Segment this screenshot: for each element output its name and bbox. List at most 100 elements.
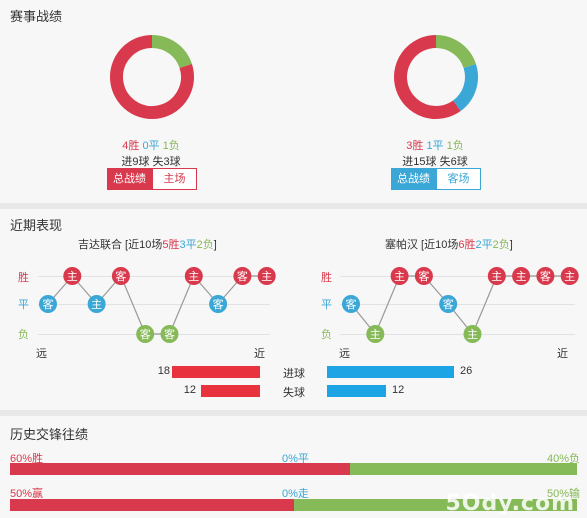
near-label: 近	[254, 348, 265, 360]
section-title: 赛事战绩	[10, 9, 63, 24]
venue-label: 主	[516, 270, 527, 283]
level-label-win: 胜	[18, 272, 29, 284]
tabs-home: 总战绩 主场	[107, 168, 197, 190]
team-name: 吉达联合	[78, 239, 122, 251]
match-result-marker[interactable]: 主	[487, 267, 506, 285]
match-result-marker[interactable]: 主	[184, 267, 203, 285]
marker-circle	[390, 267, 409, 285]
match-result-marker[interactable]: 主	[257, 267, 276, 285]
tab-away-venue[interactable]: 客场	[436, 168, 481, 190]
head-to-head-panel: 历史交锋往绩 60%胜 0%平 40%负 50%赢 0%走 50%输 5Ody.…	[0, 416, 587, 518]
level-label-lose: 负	[18, 329, 29, 341]
venue-label: 客	[418, 269, 429, 283]
venue-label: 客	[443, 297, 454, 311]
match-result-marker[interactable]: 客	[342, 295, 360, 313]
goals-for-home-bar	[172, 366, 260, 378]
donut-chart-home	[110, 35, 194, 119]
goals-against-label: 失球	[283, 387, 305, 399]
tab-home-venue[interactable]: 主场	[152, 168, 197, 190]
form-suffix: ]	[213, 239, 217, 251]
match-result-marker[interactable]: 主	[463, 325, 482, 343]
form-line	[47, 274, 267, 335]
record-line-home: 4胜 0平 1负	[51, 137, 251, 153]
marker-circle	[160, 325, 179, 343]
donut-slice-win	[110, 35, 194, 119]
donut-chart-away	[394, 35, 478, 119]
venue-label: 主	[394, 270, 405, 283]
match-result-marker[interactable]: 客	[160, 325, 179, 343]
marker-circle	[87, 295, 106, 313]
venue-label: 客	[237, 269, 248, 283]
venue-label: 主	[564, 270, 575, 283]
level-label-lose: 负	[321, 329, 332, 341]
goals-for-away: 26	[460, 365, 473, 377]
draw-count: 1平	[426, 140, 444, 152]
venue-label: 客	[115, 269, 126, 283]
form-prefix: [近10场	[122, 239, 163, 251]
venue-label: 客	[164, 327, 175, 341]
tab-total-record[interactable]: 总战绩	[391, 168, 436, 190]
match-result-marker[interactable]: 客	[39, 295, 57, 313]
venue-label: 主	[188, 270, 199, 283]
donut-slice-draw	[452, 64, 478, 111]
match-result-marker[interactable]: 主	[390, 267, 409, 285]
lose-count: 1负	[162, 140, 180, 152]
lose-count: 1负	[446, 140, 464, 152]
form-suffix: ]	[509, 239, 513, 251]
venue-label: 客	[43, 297, 54, 311]
level-label-draw: 平	[321, 299, 332, 311]
goals-for-home: 18	[157, 365, 170, 377]
goals-for-away-bar	[327, 366, 455, 378]
form-losses: 2负	[492, 239, 510, 251]
gridline	[340, 276, 575, 277]
level-label-win: 胜	[321, 272, 332, 284]
tab-total-record[interactable]: 总战绩	[107, 168, 152, 190]
marker-circle	[136, 325, 155, 343]
marker-circle	[184, 267, 203, 285]
tabs-away: 总战绩 客场	[391, 168, 481, 190]
section-title: 历史交锋往绩	[10, 427, 89, 442]
match-result-marker[interactable]: 主	[63, 267, 82, 285]
venue-label: 主	[67, 270, 78, 283]
match-result-marker[interactable]: 客	[414, 267, 433, 285]
match-result-marker[interactable]: 客	[233, 267, 252, 285]
match-result-marker[interactable]: 客	[439, 295, 458, 313]
marker-circle	[366, 325, 385, 343]
match-result-marker[interactable]: 客	[209, 295, 228, 313]
form-draws: 3平	[179, 239, 197, 251]
far-label: 远	[36, 348, 47, 360]
marker-circle	[439, 295, 458, 313]
form-header-home: 吉达联合 [近10场5胜3平2负]	[78, 236, 217, 252]
h2h-win-fill	[10, 463, 351, 475]
goals-line-away: 进15球 失6球	[402, 156, 468, 168]
record-line-away: 3胜 1平 1负	[335, 137, 535, 153]
venue-label: 主	[261, 270, 272, 283]
match-result-marker[interactable]: 主	[87, 295, 106, 313]
goals-against-home: 12	[183, 384, 196, 396]
match-result-marker[interactable]: 主	[512, 267, 531, 285]
marker-circle	[257, 267, 276, 285]
win-count: 4胜	[122, 140, 140, 152]
watermark: 5Ody.com	[445, 491, 575, 516]
match-result-marker[interactable]: 主	[366, 325, 385, 343]
h2h-cover-fill	[10, 499, 294, 511]
venue-label: 客	[540, 269, 551, 283]
marker-circle	[209, 295, 228, 313]
far-label: 远	[339, 348, 350, 360]
recent-form-panel: 近期表现 吉达联合 [近10场5胜3平2负] 塞帕汉 [近10场6胜2平2负] …	[0, 209, 587, 410]
h2h-handicap-bar	[10, 499, 577, 511]
h2h-fail-pct: 50%输	[547, 488, 581, 500]
goals-against-away-bar	[327, 385, 386, 397]
level-label-draw: 平	[18, 299, 29, 311]
match-record-panel: 赛事战绩 4胜 0平 1负 进9球 失3球 总战绩 主场 3胜 1平 1负 进1…	[0, 0, 587, 203]
win-count: 3胜	[406, 140, 424, 152]
gridline	[38, 304, 270, 305]
match-result-marker[interactable]: 客	[136, 325, 155, 343]
match-result-marker[interactable]: 客	[536, 267, 555, 285]
form-header-away: 塞帕汉 [近10场6胜2平2负]	[385, 236, 513, 252]
match-result-marker[interactable]: 客	[111, 267, 130, 285]
match-result-marker[interactable]: 主	[560, 267, 579, 285]
h2h-lose-pct: 40%负	[547, 453, 581, 465]
form-losses: 2负	[196, 239, 214, 251]
donut-slice-win	[394, 35, 461, 119]
